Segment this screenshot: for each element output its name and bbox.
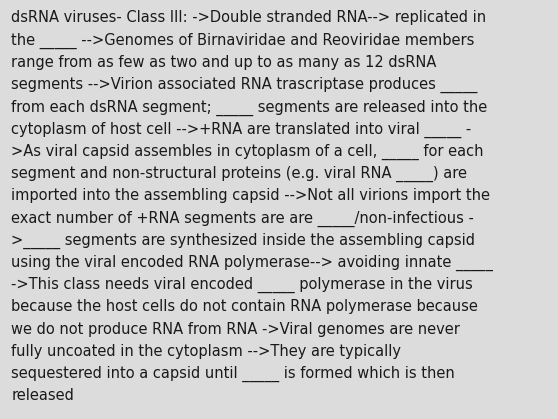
Text: >As viral capsid assembles in cytoplasm of a cell, _____ for each: >As viral capsid assembles in cytoplasm … bbox=[11, 144, 484, 160]
Text: fully uncoated in the cytoplasm -->They are typically: fully uncoated in the cytoplasm -->They … bbox=[11, 344, 401, 359]
Text: ->This class needs viral encoded _____ polymerase in the virus: ->This class needs viral encoded _____ p… bbox=[11, 277, 473, 293]
Text: because the host cells do not contain RNA polymerase because: because the host cells do not contain RN… bbox=[11, 300, 478, 315]
Text: >_____ segments are synthesized inside the assembling capsid: >_____ segments are synthesized inside t… bbox=[11, 233, 475, 249]
Text: we do not produce RNA from RNA ->Viral genomes are never: we do not produce RNA from RNA ->Viral g… bbox=[11, 322, 460, 337]
Text: released: released bbox=[11, 388, 74, 403]
Text: range from as few as two and up to as many as 12 dsRNA: range from as few as two and up to as ma… bbox=[11, 55, 436, 70]
Text: cytoplasm of host cell -->+RNA are translated into viral _____ -: cytoplasm of host cell -->+RNA are trans… bbox=[11, 122, 472, 138]
Text: segment and non-structural proteins (e.g. viral RNA _____) are: segment and non-structural proteins (e.g… bbox=[11, 166, 467, 182]
Text: dsRNA viruses- Class III: ->Double stranded RNA--> replicated in: dsRNA viruses- Class III: ->Double stran… bbox=[11, 10, 486, 26]
Text: imported into the assembling capsid -->Not all virions import the: imported into the assembling capsid -->N… bbox=[11, 188, 490, 203]
Text: using the viral encoded RNA polymerase--> avoiding innate _____: using the viral encoded RNA polymerase--… bbox=[11, 255, 493, 271]
Text: segments -->Virion associated RNA trascriptase produces _____: segments -->Virion associated RNA trascr… bbox=[11, 77, 478, 93]
Text: the _____ -->Genomes of Birnaviridae and Reoviridae members: the _____ -->Genomes of Birnaviridae and… bbox=[11, 33, 474, 49]
Text: from each dsRNA segment; _____ segments are released into the: from each dsRNA segment; _____ segments … bbox=[11, 99, 487, 116]
Text: exact number of +RNA segments are are _____/non-infectious -: exact number of +RNA segments are are __… bbox=[11, 210, 474, 227]
Text: sequestered into a capsid until _____ is formed which is then: sequestered into a capsid until _____ is… bbox=[11, 366, 455, 383]
